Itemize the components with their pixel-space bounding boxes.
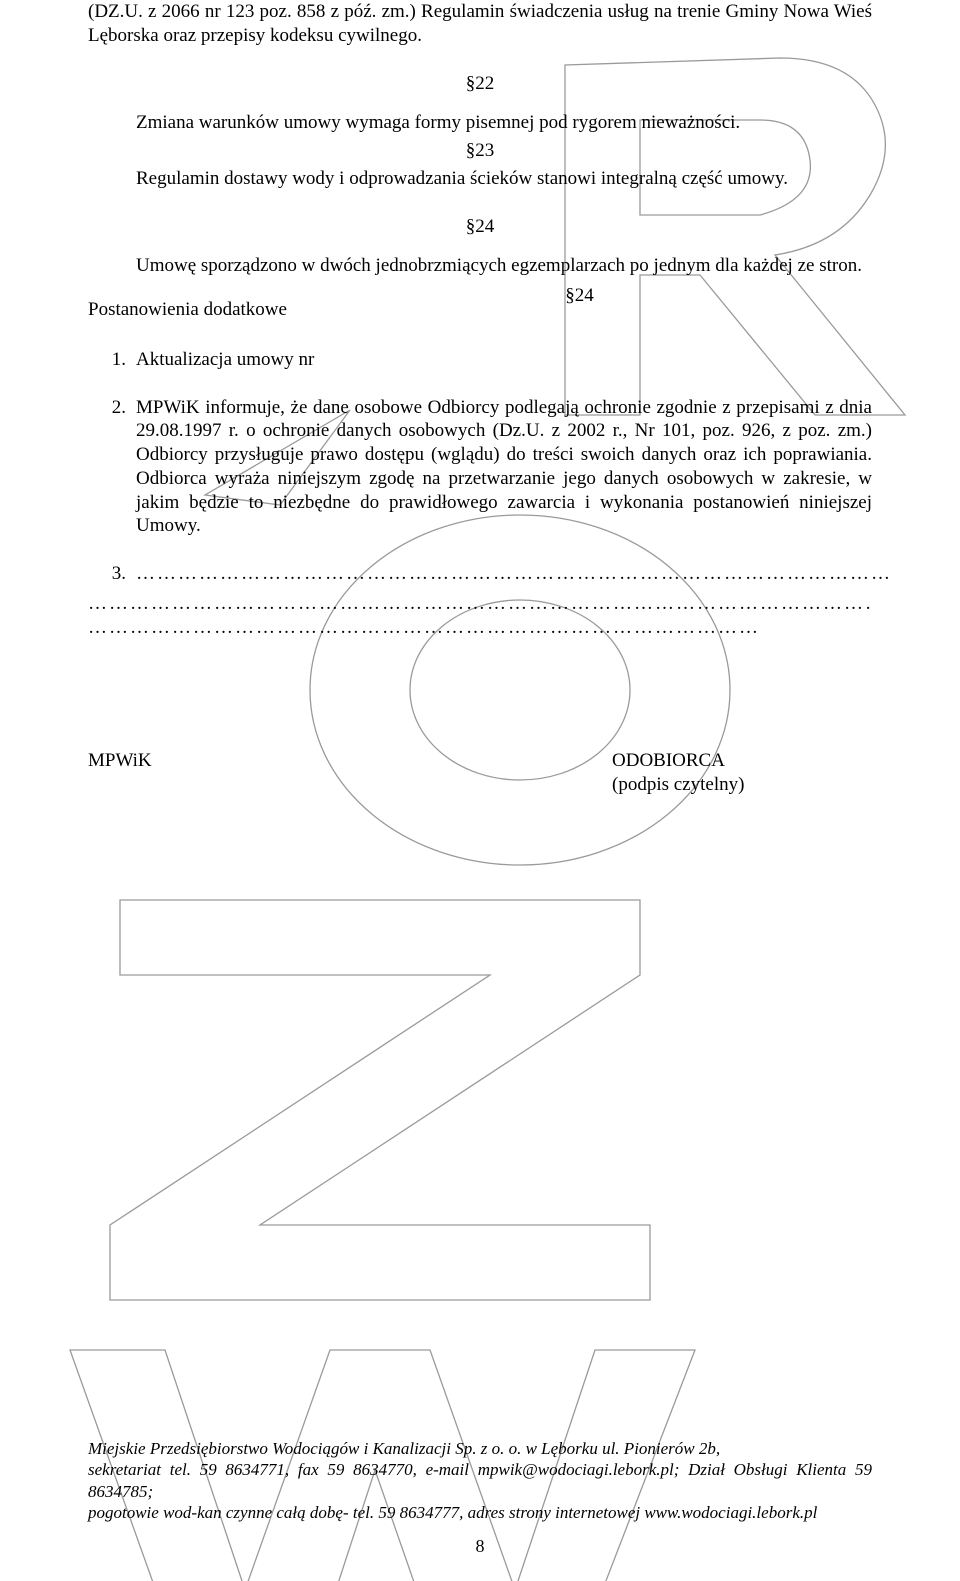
page-number: 8 [0, 1536, 960, 1557]
section-24a: §24 [88, 215, 872, 239]
signature-row: MPWiK ODOBIORCA (podpis czytelny) [88, 749, 872, 797]
section-24b: §24 [287, 284, 872, 308]
footer-line-2: sekretariat tel. 59 8634771, fax 59 8634… [88, 1459, 872, 1502]
signature-right: ODOBIORCA (podpis czytelny) [612, 749, 872, 797]
list-num-2: 2. [88, 396, 136, 539]
dots-line-2: …………………………………………………………………………………………………….. [88, 592, 872, 616]
dots-line-1: ……………………………………………………………………………………………… [136, 562, 892, 586]
footer: Miejskie Przedsiębiorstwo Wodociągów i K… [88, 1438, 872, 1523]
signature-right-top: ODOBIORCA [612, 749, 872, 773]
section-22: §22 [88, 72, 872, 96]
list-item-1: 1. Aktualizacja umowy nr [88, 348, 872, 372]
postanowienia-dodatkowe-label: Postanowienia dodatkowe [88, 298, 287, 322]
list-item-2: 2. MPWiK informuje, że dane osobowe Odbi… [88, 396, 872, 539]
footer-line-1: Miejskie Przedsiębiorstwo Wodociągów i K… [88, 1438, 872, 1459]
para-23: Regulamin dostawy wody i odprowadzania ś… [88, 167, 872, 191]
list-num-3: 3. [88, 562, 136, 586]
list-body-1: Aktualizacja umowy nr [136, 348, 872, 372]
section-23: §23 [88, 139, 872, 163]
top-paragraph: (DZ.U. z 2066 nr 123 poz. 858 z póź. zm.… [88, 0, 872, 48]
signature-right-sub: (podpis czytelny) [612, 773, 872, 797]
signature-left: MPWiK [88, 749, 288, 797]
para-22: Zmiana warunków umowy wymaga formy pisem… [88, 111, 872, 135]
para-24a: Umowę sporządzono w dwóch jednobrzmiącyc… [88, 254, 872, 278]
dots-line-3: …………………………………………………………………………………… [88, 616, 872, 640]
list-item-3: 3. ……………………………………………………………………………………………… [88, 562, 872, 586]
list-body-2: MPWiK informuje, że dane osobowe Odbiorc… [136, 396, 872, 539]
list-num-1: 1. [88, 348, 136, 372]
footer-line-3: pogotowie wod-kan czynne całą dobę- tel.… [88, 1502, 872, 1523]
